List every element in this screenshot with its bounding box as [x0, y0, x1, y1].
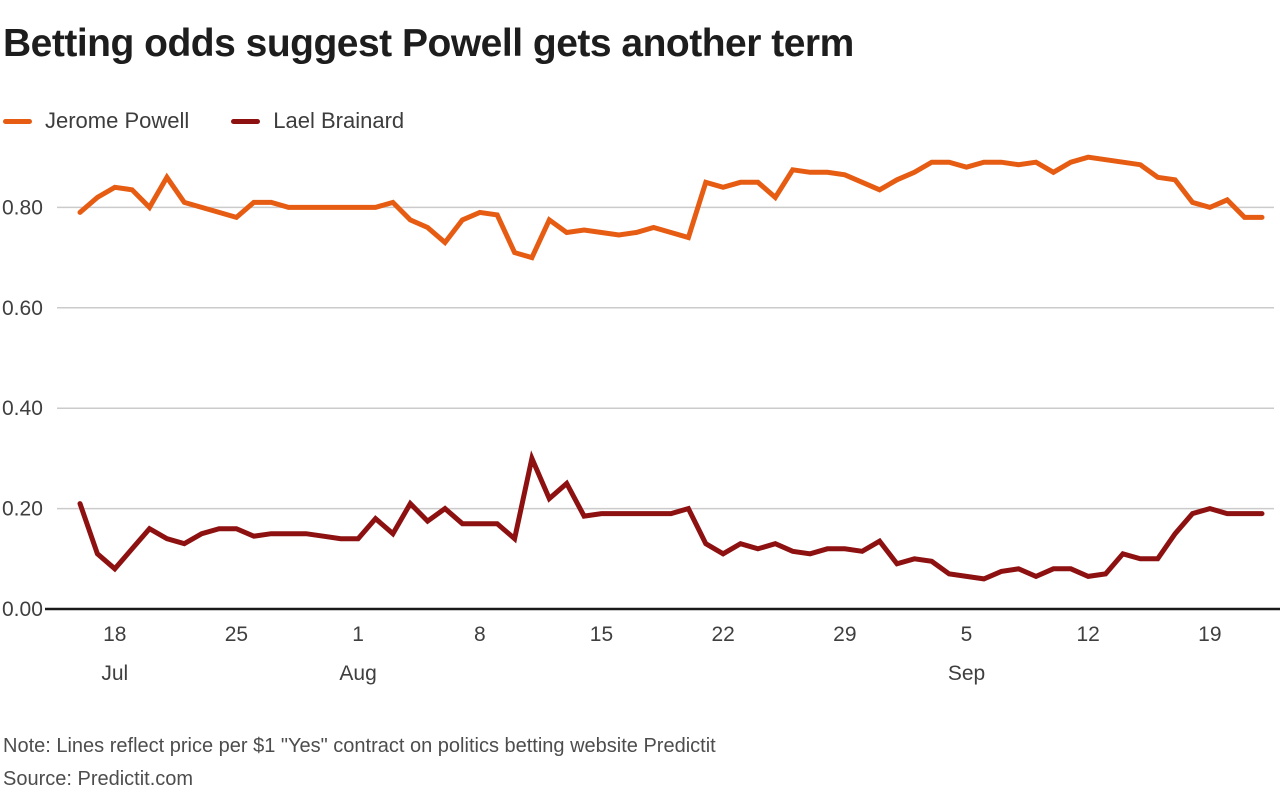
legend-item-powell: Jerome Powell [3, 108, 189, 134]
y-tick-label: 0.00 [2, 598, 43, 621]
y-tick-label: 0.60 [2, 297, 43, 320]
powell-line-swatch [3, 118, 32, 124]
x-tick-label: 1 [352, 623, 364, 646]
legend-label-powell: Jerome Powell [45, 108, 190, 133]
x-month-label: Sep [948, 662, 985, 685]
chart-title: Betting odds suggest Powell gets another… [3, 22, 854, 65]
x-tick-label: 18 [103, 623, 126, 646]
x-tick-label: 15 [590, 623, 613, 646]
x-tick-label: 29 [833, 623, 856, 646]
y-tick-label: 0.80 [2, 196, 43, 219]
x-tick-label: 25 [225, 623, 248, 646]
x-month-label: Jul [101, 662, 128, 685]
x-tick-label: 8 [474, 623, 486, 646]
x-tick-label: 19 [1198, 623, 1221, 646]
brainard-line-swatch [231, 118, 261, 124]
powell-line [77, 154, 1265, 261]
y-tick-label: 0.20 [2, 498, 43, 521]
x-tick-label: 22 [711, 623, 734, 646]
y-tick-label: 0.40 [2, 397, 43, 420]
brainard-line [77, 450, 1265, 582]
x-tick-label: 12 [1076, 623, 1099, 646]
chart-source: Source: Predictit.com [3, 768, 194, 790]
legend: Jerome Powell Lael Brainard [3, 108, 404, 134]
x-month-label: Aug [339, 662, 376, 685]
legend-label-brainard: Lael Brainard [273, 108, 405, 133]
legend-item-brainard: Lael Brainard [231, 108, 404, 134]
x-tick-label: 5 [961, 623, 973, 646]
chart-note: Note: Lines reflect price per $1 "Yes" c… [3, 735, 716, 757]
